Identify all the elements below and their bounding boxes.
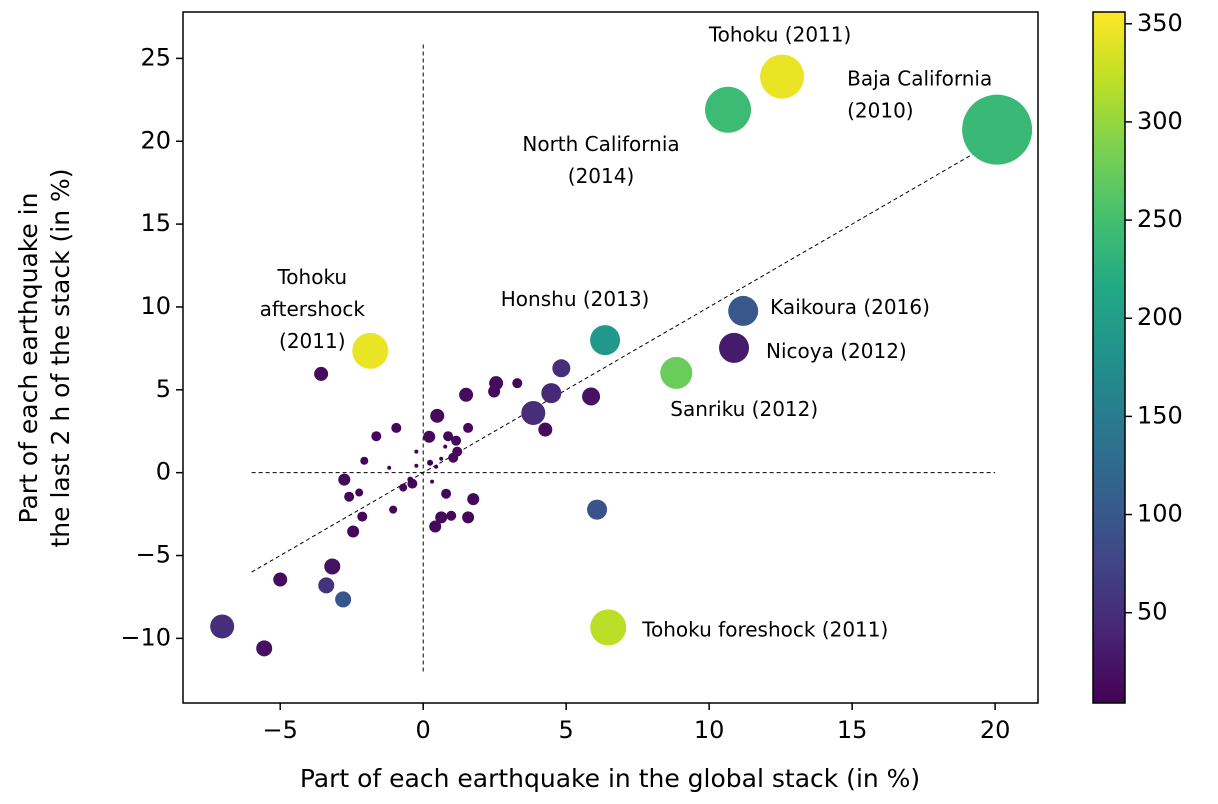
y-tick-label: 5 bbox=[156, 375, 171, 403]
scatter-point bbox=[355, 488, 364, 497]
scatter-point bbox=[371, 431, 382, 442]
scatter-point bbox=[728, 295, 759, 326]
colorbar-tick-label: 100 bbox=[1137, 500, 1183, 528]
scatter-point bbox=[441, 488, 452, 499]
scatter-point bbox=[452, 446, 463, 457]
colorbar bbox=[1092, 11, 1126, 704]
colorbar-tick-label: 50 bbox=[1137, 598, 1168, 626]
scatter-point bbox=[318, 577, 335, 594]
scatter-point bbox=[451, 435, 462, 446]
y-tick-label: −5 bbox=[136, 541, 171, 569]
y-tick-label: 25 bbox=[140, 43, 171, 71]
scatter-point bbox=[538, 422, 553, 437]
annotation: North California (2014) bbox=[522, 131, 679, 187]
scatter-point bbox=[210, 614, 235, 639]
y-tick-label: 15 bbox=[140, 209, 171, 237]
scatter-point bbox=[587, 499, 608, 520]
scatter-point bbox=[590, 325, 621, 356]
colorbar-tick-label: 200 bbox=[1137, 303, 1183, 331]
plot-frame bbox=[182, 11, 1039, 704]
scatter-point bbox=[273, 572, 288, 587]
scatter-point bbox=[582, 387, 601, 406]
annotation: Nicoya (2012) bbox=[766, 338, 907, 362]
annotation: Honshu (2013) bbox=[501, 287, 650, 311]
scatter-point bbox=[423, 430, 436, 443]
scatter-point bbox=[430, 408, 445, 423]
scatter-point bbox=[414, 449, 419, 454]
x-tick-label: 10 bbox=[694, 716, 725, 744]
x-tick-label: 15 bbox=[837, 716, 868, 744]
annotation: Baja California (2010) bbox=[847, 66, 992, 122]
reference-line bbox=[251, 140, 996, 573]
scatter-point bbox=[352, 332, 389, 369]
scatter-point bbox=[338, 473, 351, 486]
scatter-point bbox=[427, 459, 434, 466]
scatter-point bbox=[357, 511, 368, 522]
scatter-point bbox=[387, 465, 392, 470]
scatter-point bbox=[407, 476, 414, 483]
scatter-point bbox=[344, 491, 355, 502]
y-axis-label: the last 2 h of the stack (in %) bbox=[46, 169, 75, 548]
scatter-point bbox=[430, 479, 435, 484]
scatter-point bbox=[399, 483, 408, 492]
scatter-point bbox=[512, 378, 523, 389]
scatter-point bbox=[521, 401, 546, 426]
scatter-point bbox=[389, 505, 398, 514]
scatter-point bbox=[391, 422, 402, 433]
y-tick-label: 0 bbox=[156, 458, 171, 486]
scatter-point bbox=[443, 444, 448, 449]
x-tick-label: 5 bbox=[559, 716, 574, 744]
scatter-point bbox=[314, 366, 329, 381]
x-axis-label: Part of each earthquake in the global st… bbox=[300, 764, 920, 793]
x-tick-label: 0 bbox=[416, 716, 431, 744]
scatter-point bbox=[660, 356, 693, 389]
y-tick-label: −10 bbox=[120, 623, 171, 651]
annotation: Tohoku aftershock (2011) bbox=[260, 264, 366, 352]
y-tick-label: 20 bbox=[140, 126, 171, 154]
scatter-point bbox=[590, 609, 627, 646]
x-tick-label: −5 bbox=[263, 716, 298, 744]
scatter-point bbox=[414, 463, 419, 468]
scatter-point bbox=[719, 332, 750, 363]
scatter-point bbox=[429, 520, 442, 533]
scatter-point bbox=[446, 510, 457, 521]
colorbar-tick-label: 350 bbox=[1137, 9, 1183, 37]
scatter-point bbox=[347, 525, 360, 538]
scatter-point bbox=[360, 456, 369, 465]
annotation: Tohoku foreshock (2011) bbox=[641, 617, 888, 641]
scatter-point bbox=[552, 359, 571, 378]
scatter-point bbox=[443, 431, 454, 442]
scatter-point bbox=[467, 493, 480, 506]
annotation: Tohoku (2011) bbox=[708, 22, 851, 46]
x-tick-label: 20 bbox=[980, 716, 1011, 744]
colorbar-tick-label: 300 bbox=[1137, 107, 1183, 135]
scatter-point bbox=[462, 511, 475, 524]
scatter-point bbox=[705, 86, 752, 133]
scatter-point bbox=[324, 558, 341, 575]
y-tick-label: 10 bbox=[140, 292, 171, 320]
annotation: Sanriku (2012) bbox=[670, 396, 818, 420]
scatter-point bbox=[439, 456, 444, 461]
annotation: Kaikoura (2016) bbox=[770, 294, 930, 318]
colorbar-tick-label: 150 bbox=[1137, 401, 1183, 429]
scatter-point bbox=[256, 640, 273, 657]
scatter-point bbox=[541, 383, 562, 404]
scatter-point bbox=[434, 464, 439, 469]
colorbar-tick-label: 250 bbox=[1137, 205, 1183, 233]
scatter-point bbox=[435, 511, 448, 524]
scatter-point bbox=[489, 376, 504, 391]
scatter-point bbox=[760, 54, 805, 99]
scatter-point bbox=[962, 94, 1033, 165]
scatter-point bbox=[463, 422, 474, 433]
y-axis-label: Part of each earthquake in bbox=[14, 193, 43, 524]
scatter-point bbox=[335, 591, 352, 608]
scatter-point bbox=[459, 387, 474, 402]
